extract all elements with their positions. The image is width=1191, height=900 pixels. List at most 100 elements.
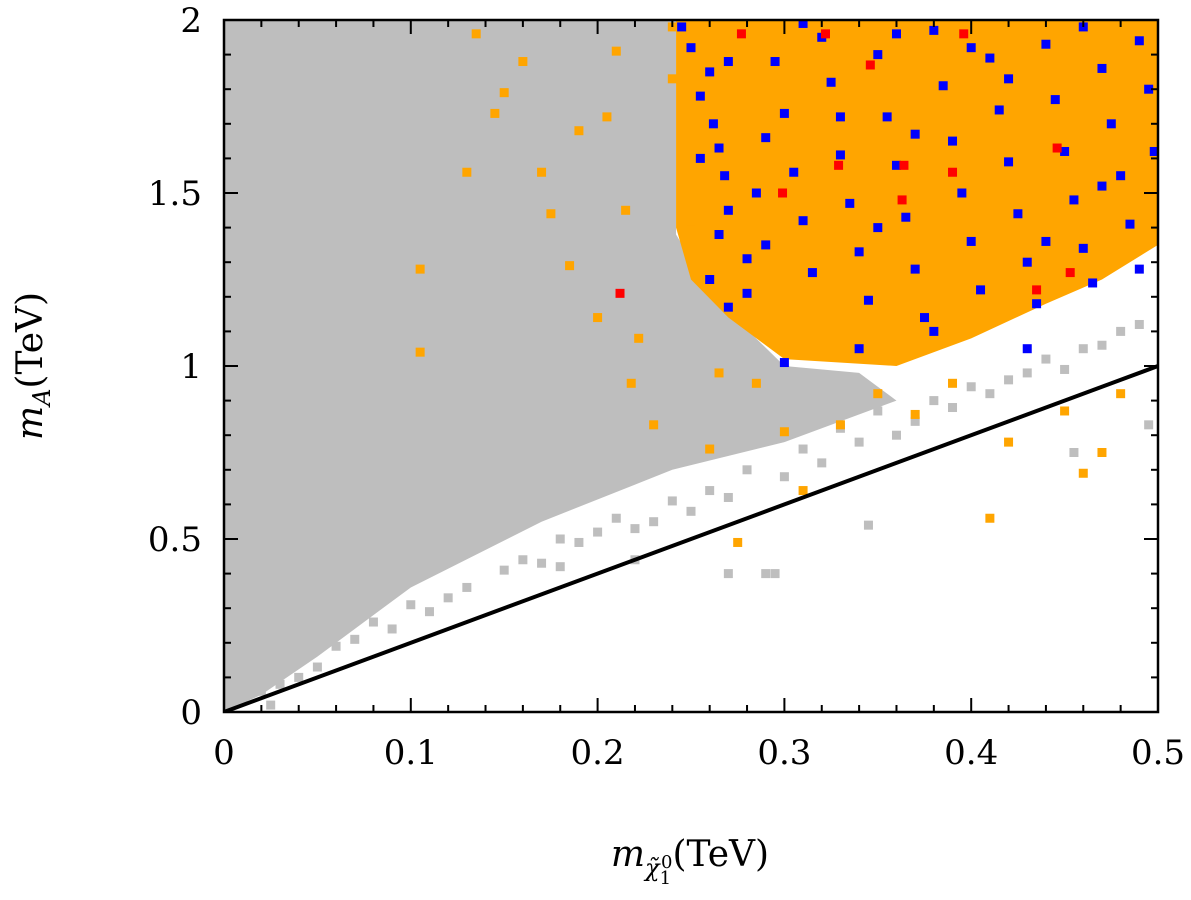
gray-scatter-point <box>294 672 304 682</box>
blue-scatter-point <box>835 112 845 122</box>
blue-scatter-point <box>948 136 958 146</box>
red-scatter <box>615 29 1075 298</box>
gray-scatter-point <box>518 555 528 565</box>
blue-scatter-point <box>1004 157 1014 167</box>
blue-scatter-point <box>1134 36 1144 46</box>
gray-scatter-point <box>779 472 789 482</box>
blue-scatter-point <box>854 247 864 257</box>
gray-scatter-point <box>275 679 285 689</box>
gray-scatter-point <box>331 641 341 651</box>
orange-scatter-point <box>621 205 631 215</box>
gray-scatter-point <box>948 403 958 413</box>
blue-scatter-point <box>1013 209 1023 219</box>
orange-scatter-point <box>751 378 761 388</box>
blue-scatter-point <box>789 167 799 177</box>
orange-scatter-point <box>667 74 677 84</box>
blue-scatter-point <box>779 358 789 368</box>
blue-scatter-point <box>1088 278 1098 288</box>
orange-scatter-point <box>518 57 528 67</box>
blue-scatter-point <box>720 171 730 181</box>
gray-scatter-point <box>686 506 696 516</box>
gray-scatter-point <box>910 416 920 426</box>
blue-scatter-point <box>966 236 976 246</box>
blue-scatter-point <box>1116 171 1126 181</box>
orange-scatter-point <box>686 216 696 226</box>
gray-scatter-point <box>1134 319 1144 329</box>
gray-dense-region <box>224 20 897 712</box>
gray-scatter-point <box>1144 420 1154 430</box>
gray-scatter-point <box>891 430 901 440</box>
blue-scatter-point <box>677 22 687 32</box>
blue-scatter-point <box>1050 95 1060 105</box>
blue-scatter-point <box>695 153 705 163</box>
x-axis-title: mχ̃10(TeV) <box>611 834 769 889</box>
gray-scatter-point <box>266 700 276 710</box>
red-scatter-point <box>865 60 875 70</box>
gray-scatter-point <box>966 382 976 392</box>
orange-scatter-point <box>499 88 509 98</box>
blue-scatter-point <box>695 91 705 101</box>
blue-scatter-point <box>714 230 724 240</box>
gray-scatter-point <box>555 534 565 544</box>
blue-scatter-point <box>1004 74 1014 84</box>
blue-scatter-point <box>835 150 845 160</box>
blue-scatter-point <box>1022 344 1032 354</box>
orange-scatter-point <box>626 378 636 388</box>
blue-scatter-point <box>1097 181 1107 191</box>
orange-scatter-point <box>779 427 789 437</box>
gray-scatter-point <box>723 492 733 502</box>
gray-scatter-point <box>854 437 864 447</box>
red-scatter-point <box>834 160 844 170</box>
gray-scatter-point <box>723 569 733 579</box>
orange-scatter-point <box>1060 406 1070 416</box>
blue-scatter-point <box>929 326 939 336</box>
blue-scatter-point <box>891 29 901 39</box>
x-tick-label: 0.5 <box>1131 733 1185 773</box>
diagonal-line <box>224 364 1158 712</box>
blue-scatter-point <box>863 295 873 305</box>
orange-scatter-point <box>714 368 724 378</box>
gray-scatter-point <box>761 569 771 579</box>
blue-scatter-point <box>910 129 920 139</box>
orange-scatter-point <box>910 409 920 419</box>
blue-scatter-point <box>1041 39 1051 49</box>
blue-scatter-point <box>910 264 920 274</box>
gray-scatter-point <box>406 600 416 610</box>
blue-scatter-point <box>708 119 718 129</box>
red-scatter-point <box>899 160 909 170</box>
blue-scatter-point <box>751 188 761 198</box>
blue-scatter-point <box>929 25 939 35</box>
blue-scatter-point <box>873 223 883 233</box>
blue-scatter-point <box>742 254 752 264</box>
blue-scatter-point <box>1125 219 1135 229</box>
orange-scatter-point <box>1004 437 1014 447</box>
orange-scatter-point <box>873 389 883 399</box>
orange-scatter-point <box>733 537 743 547</box>
blue-scatter-point <box>1032 299 1042 309</box>
blue-scatter-point <box>742 288 752 298</box>
blue-scatter-point <box>1078 243 1088 253</box>
x-tick-label: 0.3 <box>757 733 811 773</box>
gray-scatter-point <box>443 593 453 603</box>
orange-scatter-point <box>835 420 845 430</box>
gray-scatter-point <box>1097 340 1107 350</box>
orange-scatter-point <box>1116 389 1126 399</box>
x-tick-label: 0.2 <box>571 733 625 773</box>
gray-scatter-point <box>574 537 584 547</box>
orange-scatter-point <box>462 167 472 177</box>
red-scatter-point <box>615 288 625 298</box>
blue-scatter-point <box>761 133 771 143</box>
gray-scatter-point <box>424 607 434 617</box>
red-scatter-point <box>1052 143 1062 153</box>
blue-scatter-point <box>826 77 836 87</box>
blue-scatter-point <box>1022 257 1032 267</box>
gray-scatter-point <box>499 565 509 575</box>
blue-scatter-point <box>873 50 883 60</box>
axis-ticks <box>223 19 1159 713</box>
blue-scatter-point <box>770 57 780 67</box>
gray-scatter-point <box>1004 375 1014 385</box>
gray-scatter-point <box>1078 344 1088 354</box>
gray-scatter-point <box>350 634 360 644</box>
gray-scatter-point <box>873 406 883 416</box>
gray-scatter-point <box>462 582 472 592</box>
